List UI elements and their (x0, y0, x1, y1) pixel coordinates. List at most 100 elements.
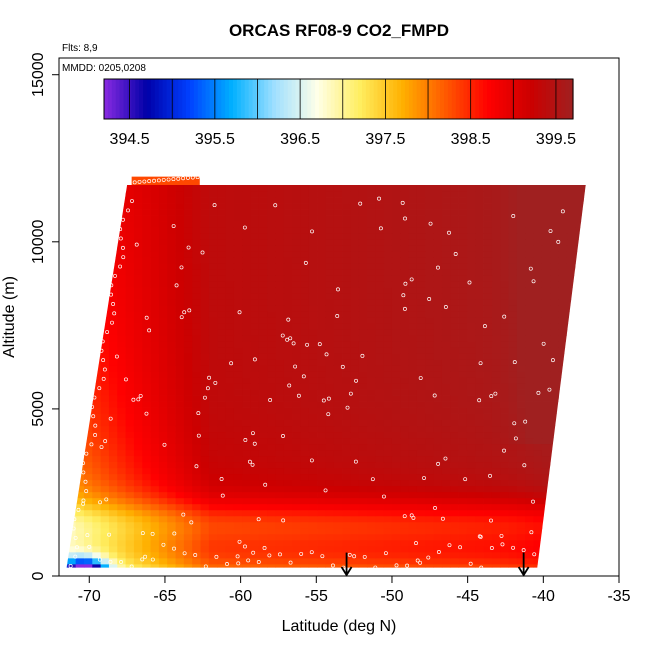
colorbar-swatch (358, 79, 363, 119)
heatmap-cell (500, 365, 509, 372)
heatmap-cell (133, 287, 143, 294)
heatmap-cell (508, 437, 518, 445)
heatmap-cell (208, 305, 218, 312)
heatmap-cell (83, 521, 93, 529)
heatmap-cell (317, 251, 326, 258)
colorbar-swatch (401, 79, 406, 119)
heatmap-cell (541, 491, 551, 499)
heatmap-cell (358, 227, 368, 234)
heatmap-cell (466, 347, 476, 354)
heatmap-cell (475, 215, 484, 222)
heatmap-cell (583, 395, 586, 402)
heatmap-cell (525, 491, 534, 499)
heatmap-cell (267, 197, 276, 204)
heatmap-cell (67, 353, 77, 360)
heatmap-cell (433, 557, 443, 565)
heatmap-cell (158, 521, 168, 529)
heatmap-cell (167, 371, 176, 378)
heatmap-cell (108, 449, 118, 457)
heatmap-cell (317, 365, 326, 372)
heatmap-cell (350, 485, 360, 493)
heatmap-cell (358, 461, 368, 469)
heatmap-cell (75, 221, 85, 228)
heatmap-cell (242, 227, 251, 234)
heatmap-cell (483, 263, 493, 270)
heatmap-cell (75, 227, 85, 234)
heatmap-cell (491, 443, 501, 451)
heatmap-cell (275, 365, 285, 372)
heatmap-cell (466, 245, 476, 252)
heatmap-cell (425, 335, 434, 342)
heatmap-cell (66, 365, 68, 372)
heatmap-cell (150, 329, 160, 336)
heatmap-cell (391, 401, 401, 408)
colorbar-swatch (311, 79, 316, 119)
heatmap-cell (375, 383, 385, 390)
heatmap-cell (350, 257, 360, 264)
heatmap-cell (466, 521, 476, 529)
heatmap-cell (317, 353, 326, 360)
heatmap-cell (100, 515, 110, 523)
heatmap-cell (500, 407, 509, 414)
heatmap-cell (533, 299, 543, 306)
heatmap-cell (242, 461, 251, 469)
heatmap-cell (441, 233, 451, 240)
heatmap-cell (233, 311, 243, 318)
heatmap-cell (483, 275, 493, 282)
heatmap-cell (242, 425, 251, 433)
heatmap-cell (400, 533, 410, 541)
heatmap-cell (250, 570, 259, 576)
heatmap-cell (483, 473, 493, 481)
heatmap-cell (516, 467, 526, 475)
sample-point (403, 281, 408, 286)
heatmap-cell (258, 227, 268, 234)
heatmap-cell (575, 437, 584, 445)
heatmap-cell (566, 563, 576, 568)
heatmap-cell (508, 287, 518, 294)
heatmap-cell (541, 269, 551, 276)
heatmap-cell (525, 227, 534, 234)
heatmap-cell (550, 413, 559, 420)
heatmap-cell (325, 437, 335, 445)
heatmap-cell (375, 341, 385, 348)
heatmap-cell (458, 203, 468, 210)
heatmap-cell (75, 419, 85, 427)
heatmap-cell (233, 389, 243, 396)
heatmap-cell (167, 551, 176, 559)
heatmap-cell (225, 311, 235, 318)
heatmap-cell (367, 365, 376, 372)
heatmap-cell (133, 521, 143, 529)
heatmap-cell (250, 437, 260, 445)
heatmap-cell (142, 383, 151, 390)
heatmap-cell (258, 251, 268, 258)
sample-point (521, 548, 526, 553)
heatmap-cell (66, 455, 68, 463)
heatmap-cell (100, 347, 110, 354)
heatmap-cell (491, 389, 501, 396)
heatmap-cell (425, 485, 434, 493)
heatmap-cell (200, 461, 210, 469)
heatmap-cell (583, 263, 586, 270)
sample-point (326, 412, 331, 417)
sample-point (422, 476, 426, 480)
heatmap-cell (225, 383, 235, 390)
heatmap-cell (225, 239, 235, 246)
heatmap-cell (500, 389, 509, 396)
heatmap-cell (125, 437, 135, 445)
heatmap-cell (550, 281, 559, 288)
heatmap-cell (350, 233, 360, 240)
heatmap-cell (283, 485, 293, 493)
heatmap-cell (259, 173, 268, 179)
heatmap-cell (575, 221, 584, 228)
heatmap-cell (100, 299, 110, 306)
heatmap-cell (83, 557, 93, 565)
colorbar-swatch (260, 79, 265, 119)
heatmap-cell (317, 539, 326, 547)
heatmap-cell (308, 539, 318, 547)
sample-point (242, 225, 247, 230)
heatmap-cell (425, 184, 434, 186)
heatmap-cell (592, 269, 601, 275)
heatmap-cell (425, 317, 434, 324)
heatmap-cell (358, 563, 368, 568)
heatmap-cell (491, 539, 501, 547)
